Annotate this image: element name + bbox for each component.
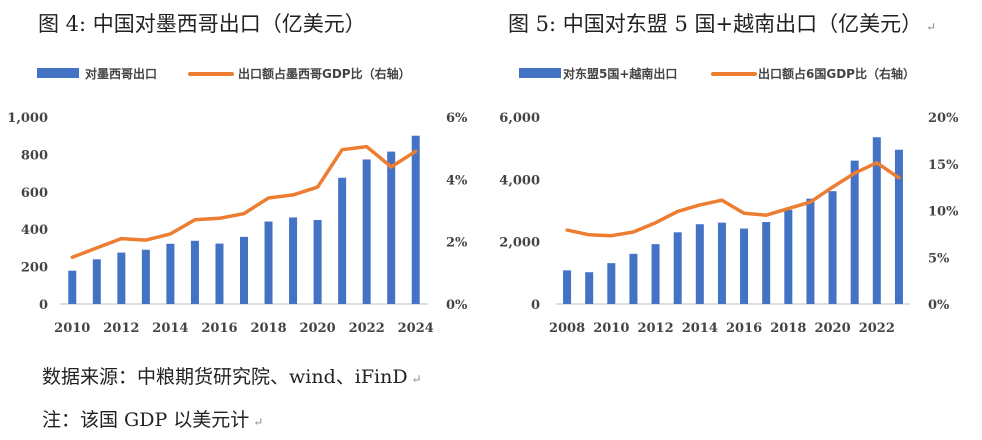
x-axis-tick-label: 2016: [726, 321, 762, 336]
bar: [872, 137, 881, 304]
right-axis-tick-label: 4%: [446, 173, 468, 188]
bar: [651, 244, 660, 304]
chart1: 对墨西哥出口 出口额占墨西哥GDP比（右轴） 0 200 400 600 800 1,000 0…: [7, 66, 468, 336]
chart2-title: 图 5: 中国对东盟 5 国+越南出口（亿美元） ↵: [508, 12, 937, 36]
left-axis-tick-label: 600: [21, 186, 48, 201]
right-axis-tick-label: 2%: [446, 236, 468, 251]
x-axis-tick-label: 2014: [152, 321, 188, 336]
source-note: 数据来源：中粮期货研究院、wind、iFinD ↵: [42, 366, 422, 388]
line-series: [565, 161, 901, 238]
gdp-note: 注：该国 GDP 以美元计 ↵: [42, 409, 264, 431]
x-axis-tick-label: 2012: [103, 321, 139, 336]
bar: [629, 253, 638, 304]
left-axis-tick-label: 0: [39, 298, 48, 313]
chart2: 对东盟5国+越南出口 出口额占6国GDP比（右轴） 0 2,000 4,000 6,000…: [499, 66, 959, 336]
x-axis-tick-label: 2022: [859, 321, 895, 336]
x-axis-tick-label: 2008: [549, 321, 585, 336]
right-axis-tick-label: 5%: [928, 251, 950, 266]
x-axis-tick-label: 2024: [398, 321, 434, 336]
legend-bar-label: 对东盟5国+越南出口: [563, 66, 677, 81]
bar: [828, 191, 837, 304]
x-axis-tick-label: 2018: [250, 321, 286, 336]
left-axis-tick-label: 200: [21, 261, 48, 276]
return-mark: ↵: [411, 372, 422, 386]
left-axis-tick-label: 4,000: [499, 173, 540, 188]
right-axis-tick-label: 15%: [928, 158, 959, 173]
bar: [695, 224, 704, 304]
left-axis-tick-label: 800: [21, 148, 48, 163]
right-axis-tick-label: 6%: [446, 111, 468, 126]
x-axis-tick-label: 2010: [593, 321, 629, 336]
right-axis-tick-label: 0%: [928, 298, 950, 313]
x-axis-tick-label: 2010: [54, 321, 90, 336]
bar: [806, 198, 815, 304]
x-axis-tick-label: 2020: [300, 321, 336, 336]
bar: [215, 243, 224, 304]
bar: [784, 209, 793, 304]
bar: [68, 270, 77, 304]
bar: [585, 272, 594, 304]
x-axis-tick-label: 2012: [637, 321, 673, 336]
legend-bar-swatch: [37, 68, 79, 78]
bar: [717, 222, 726, 304]
bar: [563, 270, 572, 304]
bar: [607, 263, 616, 304]
x-axis-tick-label: 2022: [349, 321, 385, 336]
left-axis-tick-label: 6,000: [499, 111, 540, 126]
x-axis-tick-label: 2014: [682, 321, 718, 336]
bar: [362, 159, 371, 304]
bar: [264, 221, 273, 304]
bar: [894, 149, 903, 304]
bar: [338, 177, 347, 304]
bar: [673, 232, 682, 304]
return-mark: ↵: [926, 20, 937, 34]
bar: [92, 259, 101, 304]
legend-bar-label: 对墨西哥出口: [85, 66, 157, 81]
bar: [141, 249, 150, 304]
left-axis-tick-label: 2,000: [499, 236, 540, 251]
bar: [313, 220, 322, 304]
bar: [740, 228, 749, 304]
bar: [411, 135, 420, 304]
legend-line-label: 出口额占墨西哥GDP比（右轴）: [238, 66, 411, 81]
bar: [850, 160, 859, 304]
bar: [117, 252, 126, 304]
bar: [762, 222, 771, 304]
bar: [190, 240, 199, 304]
right-axis-tick-label: 10%: [928, 205, 959, 220]
x-axis-tick-label: 2018: [770, 321, 806, 336]
legend-bar-swatch: [519, 68, 561, 78]
legend-line-label: 出口额占6国GDP比（右轴）: [758, 66, 915, 81]
bar: [387, 151, 396, 304]
x-axis-tick-label: 2020: [814, 321, 850, 336]
right-axis-tick-label: 20%: [928, 111, 959, 126]
right-axis-tick-label: 0%: [446, 298, 468, 313]
left-axis-tick-label: 1,000: [7, 111, 48, 126]
bar: [240, 236, 248, 304]
return-mark: ↵: [253, 415, 264, 429]
bar: [166, 243, 175, 304]
left-axis-tick-label: 0: [531, 298, 540, 313]
left-axis-tick-label: 400: [21, 223, 48, 238]
bar: [289, 217, 298, 304]
chart1-title: 图 4: 中国对墨西哥出口（亿美元）: [38, 12, 366, 36]
x-axis-tick-label: 2016: [201, 321, 237, 336]
line-series: [70, 144, 418, 260]
